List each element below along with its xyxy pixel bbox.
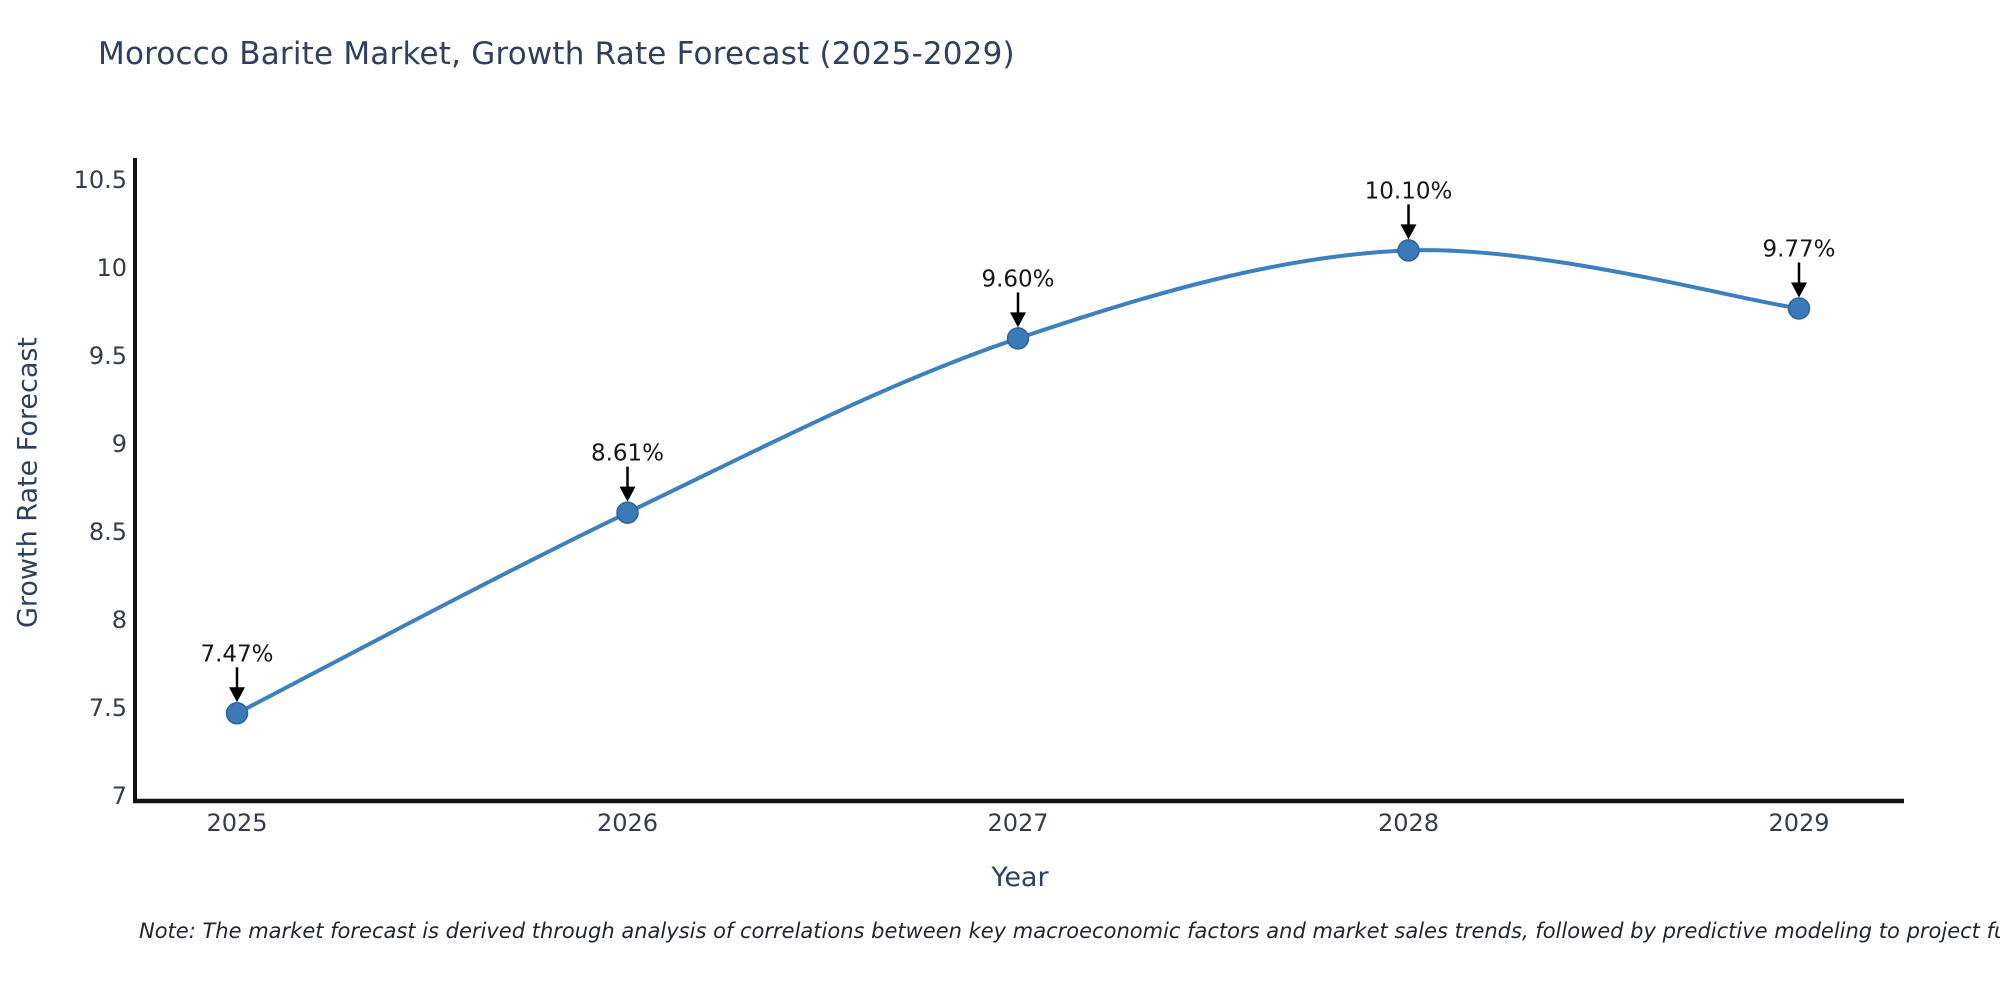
y-tick-label: 9 [112, 430, 127, 458]
data-point-label: 7.47% [200, 641, 273, 667]
annotation-arrow-head [229, 687, 245, 703]
y-tick-label: 10 [96, 254, 127, 282]
data-point-marker [1787, 297, 1811, 320]
annotation-arrow-head [1400, 224, 1417, 240]
x-tick-label: 2025 [206, 809, 267, 837]
y-tick-label: 8.5 [89, 518, 127, 546]
y-tick-label: 8 [112, 606, 127, 634]
data-point-marker [616, 501, 639, 524]
data-point-label: 8.61% [591, 441, 664, 467]
data-point-label: 10.10% [1365, 178, 1453, 204]
annotation-arrow-head [619, 486, 636, 502]
x-tick-label: 2029 [1768, 809, 1829, 837]
data-point-marker [1397, 239, 1420, 262]
y-tick-label: 7 [112, 782, 127, 810]
y-tick-label: 10.5 [74, 166, 127, 194]
data-point-label: 9.60% [981, 266, 1054, 292]
footnote: Note: The market forecast is derived thr… [139, 919, 2000, 943]
x-axis-title: Year [991, 862, 1049, 893]
data-point-marker [225, 702, 249, 725]
data-point-label: 9.77% [1762, 236, 1835, 262]
annotation-arrow-head [1010, 312, 1026, 328]
x-tick-label: 2027 [987, 809, 1048, 837]
x-tick-label: 2026 [597, 809, 658, 837]
y-tick-label: 7.5 [89, 694, 127, 722]
chart-title: Morocco Barite Market, Growth Rate Forec… [98, 36, 1015, 72]
x-tick-label: 2028 [1378, 809, 1439, 837]
y-tick-label: 9.5 [89, 342, 127, 370]
data-point-marker [1006, 327, 1030, 350]
annotation-arrow-head [1791, 282, 1807, 298]
